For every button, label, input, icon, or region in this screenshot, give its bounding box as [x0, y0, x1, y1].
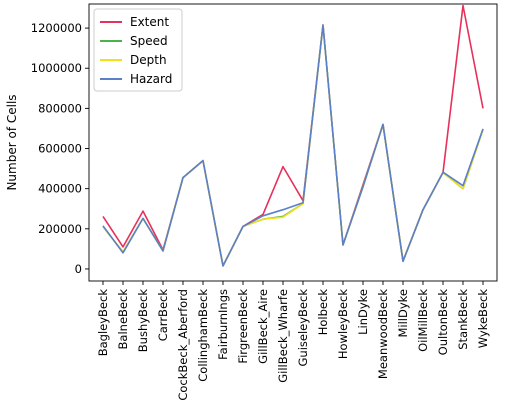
data-point-hazard — [402, 260, 404, 262]
data-point-extent — [122, 246, 124, 248]
data-point-hazard — [302, 202, 304, 204]
data-point-hazard — [362, 185, 364, 187]
x-tick-label: MillDyke — [396, 289, 410, 338]
y-tick-label: 400000 — [38, 182, 82, 196]
x-tick-label: BalneBeck — [116, 289, 130, 350]
y-tick-label: 800000 — [38, 101, 82, 115]
data-point-hazard — [182, 176, 184, 178]
y-tick-label: 1200000 — [31, 21, 82, 35]
data-point-hazard — [262, 215, 264, 217]
x-tick-label: HowleyBeck — [336, 289, 350, 359]
data-point-hazard — [202, 159, 204, 161]
data-point-hazard — [102, 225, 104, 227]
data-point-hazard — [242, 225, 244, 227]
legend-label-extent: Extent — [130, 15, 169, 29]
x-tick-label: GillBeck_Aire — [256, 289, 270, 364]
legend-box — [93, 8, 183, 92]
data-point-extent — [282, 165, 284, 167]
data-point-extent — [482, 107, 484, 109]
x-tick-label: Holbeck — [316, 289, 330, 336]
data-point-extent — [462, 4, 464, 6]
legend: Extent Speed Depth Hazard — [93, 8, 183, 92]
data-point-depth — [282, 216, 284, 218]
series-layer — [102, 4, 484, 267]
data-point-hazard — [142, 217, 144, 219]
x-tick-label: StankBeck — [456, 289, 470, 350]
data-point-hazard — [462, 184, 464, 186]
data-point-hazard — [342, 244, 344, 246]
x-tick-label: OultonBeck — [436, 289, 450, 356]
data-point-depth — [262, 218, 264, 220]
x-tick-label: BushyBeck — [136, 289, 150, 353]
x-tick-label: MeanwoodBeck — [376, 289, 390, 379]
data-point-hazard — [122, 252, 124, 254]
data-point-hazard — [422, 209, 424, 211]
x-tick-label: FairburnIngs — [216, 289, 230, 360]
y-tick-label: 600000 — [38, 142, 82, 156]
x-tick-label: OilMillBeck — [416, 289, 430, 352]
data-point-hazard — [322, 24, 324, 26]
data-point-extent — [102, 215, 104, 217]
x-tick-label: CollinghamBeck — [196, 289, 210, 382]
y-axis: 0 200000 400000 600000 800000 1000000 1200000 — [31, 21, 89, 276]
x-tick-label: LinDyke — [356, 289, 370, 335]
y-tick-label: 1000000 — [31, 61, 82, 75]
plot-frame — [88, 3, 498, 282]
data-point-hazard — [222, 265, 224, 267]
data-point-hazard — [482, 128, 484, 130]
y-tick-label: 0 — [75, 262, 82, 276]
data-point-hazard — [282, 209, 284, 211]
data-point-hazard — [442, 171, 444, 173]
y-tick-label: 200000 — [38, 222, 82, 236]
x-tick-label: BagleyBeck — [96, 289, 110, 357]
x-tick-label: GillBeck_Wharfe — [276, 289, 290, 383]
x-tick-label: WykeBeck — [476, 289, 490, 349]
data-point-hazard — [382, 123, 384, 125]
x-tick-label: FirgreenBeck — [236, 289, 250, 364]
x-tick-label: CarrBeck — [156, 289, 170, 342]
legend-label-speed: Speed — [130, 34, 168, 48]
x-tick-label: CockBeck_Aberford — [176, 289, 190, 401]
data-point-extent — [142, 210, 144, 212]
series-line-hazard — [102, 24, 484, 267]
legend-label-depth: Depth — [130, 53, 167, 67]
x-tick-label: GuiseleyBeck — [296, 289, 310, 367]
data-point-depth — [462, 187, 464, 189]
x-axis: BagleyBeck BalneBeck BushyBeck CarrBeck Cock… — [96, 281, 490, 401]
data-point-hazard — [162, 250, 164, 252]
y-axis-label: Number of Cells — [5, 94, 19, 190]
plot-area — [88, 3, 498, 282]
legend-label-hazard: Hazard — [130, 72, 172, 86]
